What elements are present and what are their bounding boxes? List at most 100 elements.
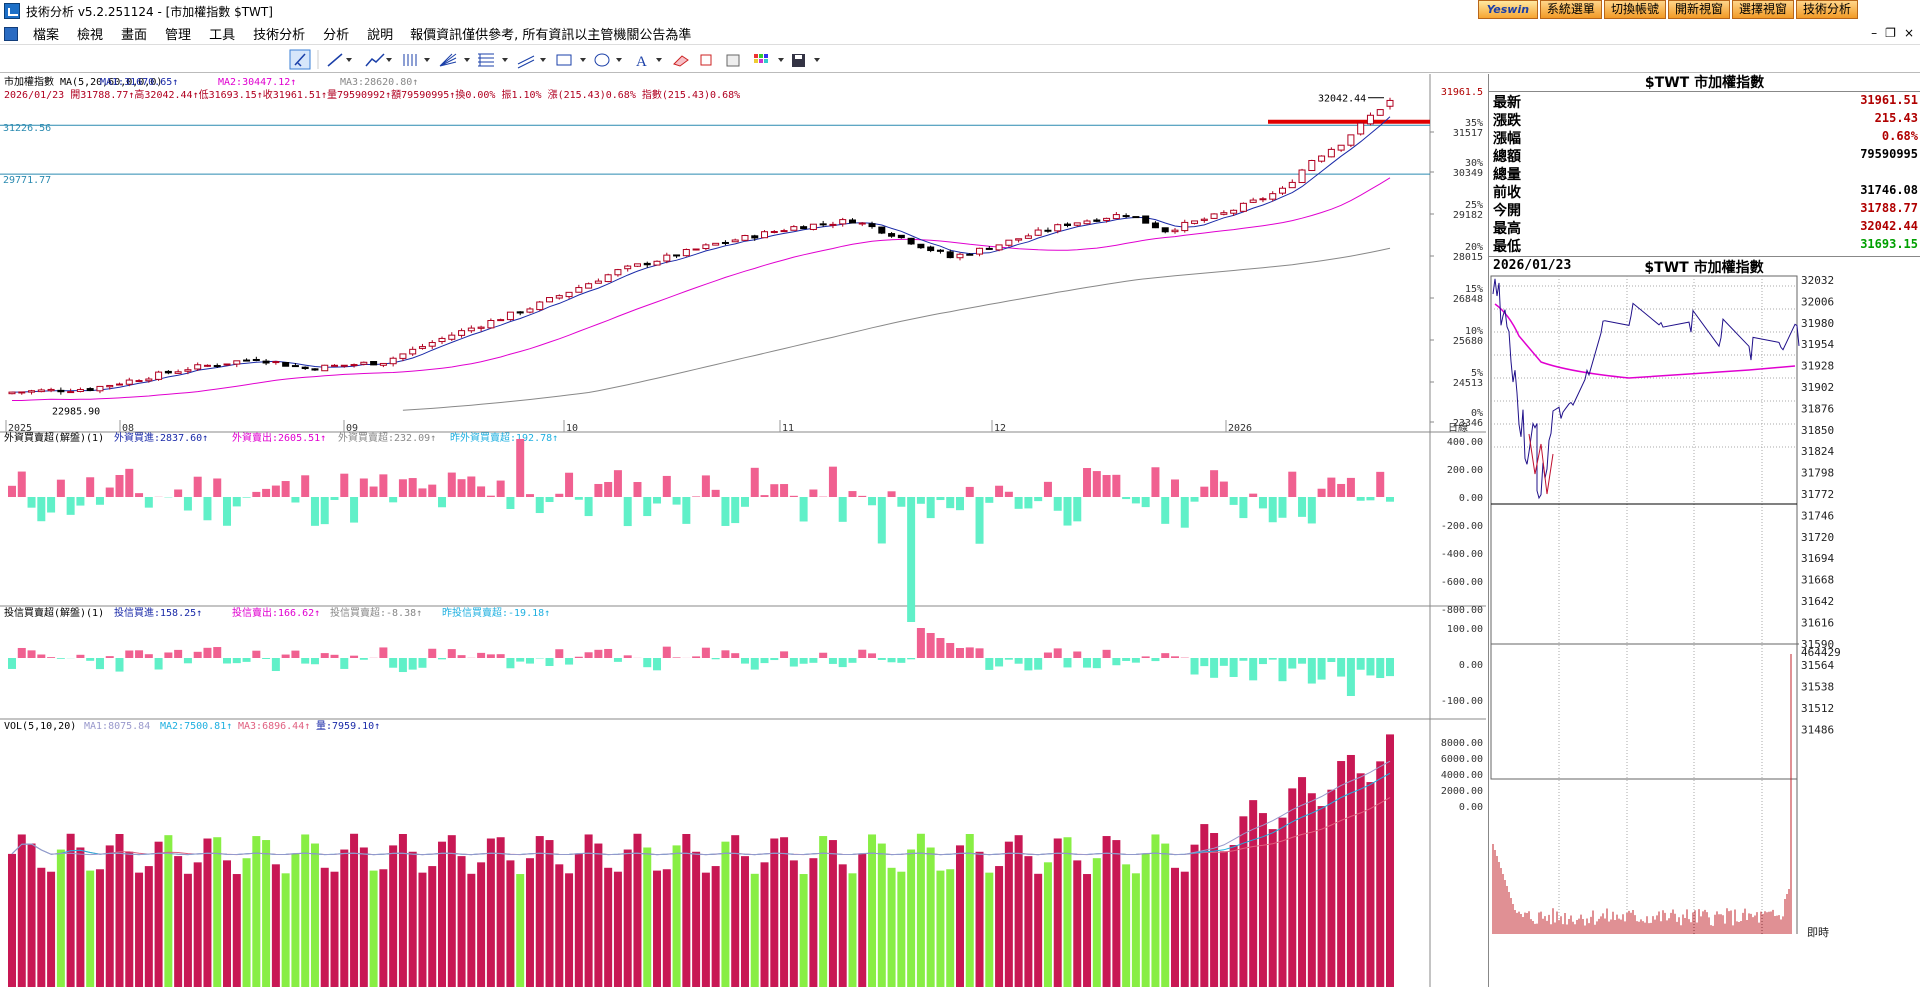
restore-icon[interactable]: ❐ xyxy=(1885,26,1896,40)
foreign-bar xyxy=(692,496,701,497)
candle-body xyxy=(360,361,368,365)
save-icon[interactable] xyxy=(792,54,805,67)
menu-view[interactable]: 檢視 xyxy=(77,28,104,43)
foreign-bar xyxy=(525,494,534,497)
foreign-tick: 200.00 xyxy=(1447,465,1483,476)
trust-bar xyxy=(1288,658,1297,669)
vol-bar xyxy=(672,845,681,987)
trust-bar xyxy=(271,658,280,672)
menu-manage[interactable]: 管理 xyxy=(165,28,192,43)
foreign-bar xyxy=(848,491,857,497)
foreign-bar xyxy=(320,497,329,525)
ma3-label: MA3:28620.80↑ xyxy=(340,77,418,88)
trust-bar xyxy=(408,658,417,670)
vol-bar xyxy=(310,843,319,987)
foreign-bar xyxy=(1034,497,1043,502)
foreign-bar xyxy=(770,484,779,497)
period-label: 日線 xyxy=(1448,421,1468,434)
document-icon[interactable] xyxy=(4,26,18,41)
vol-bar xyxy=(398,834,407,987)
new-window-button[interactable]: 開新視窗 xyxy=(1667,0,1730,19)
quote-row-volume: 總量 xyxy=(1489,164,1920,183)
close-icon[interactable]: × xyxy=(1903,26,1914,40)
foreign-bar xyxy=(125,468,134,497)
channel-icon[interactable] xyxy=(517,55,535,69)
candle-body xyxy=(116,383,124,386)
candle-body xyxy=(897,234,905,239)
chart-area[interactable]: 市加權指數 MA(5,20,60,0,0,0) MA1:31670.65↑ MA2… xyxy=(0,74,1486,987)
foreign-bar xyxy=(1151,467,1160,497)
vol-bar xyxy=(1239,816,1248,987)
menu-file[interactable]: 檔案 xyxy=(33,28,60,43)
vol-bar xyxy=(506,860,515,987)
candle-body xyxy=(731,239,739,243)
candle-body xyxy=(331,364,339,367)
trust-bar xyxy=(672,657,681,658)
yeswin-logo-button[interactable]: Yeswin xyxy=(1477,0,1538,19)
foreign-bar xyxy=(731,497,740,524)
vol-amount: 量:7959.10↑ xyxy=(316,720,380,732)
menu-technical[interactable]: 技術分析 xyxy=(253,28,306,43)
bars-icon[interactable] xyxy=(403,54,417,66)
copy-icon[interactable] xyxy=(700,54,712,66)
vol-bar xyxy=(1063,837,1072,987)
menu-help[interactable]: 說明 xyxy=(367,28,394,43)
vol-bar xyxy=(692,851,701,987)
erase-icon[interactable] xyxy=(673,55,689,67)
candle-body xyxy=(1298,169,1306,184)
minimize-icon[interactable]: – xyxy=(1871,26,1878,40)
vol-bar xyxy=(56,849,65,987)
foreign-bar xyxy=(291,497,300,503)
vol-bar xyxy=(1112,840,1121,987)
menu-tools[interactable]: 工具 xyxy=(209,28,236,43)
candle-body xyxy=(1181,221,1189,232)
fan-icon[interactable] xyxy=(439,53,457,67)
trust-bar xyxy=(1278,658,1287,682)
technical-analysis-button[interactable]: 技術分析 xyxy=(1795,0,1858,19)
trust-bar xyxy=(174,649,183,658)
line-icon[interactable] xyxy=(327,53,343,67)
candle-body xyxy=(145,378,153,382)
trust-tick: 0.00 xyxy=(1459,660,1483,671)
candle-body xyxy=(936,249,944,252)
trend-icon[interactable] xyxy=(365,53,385,67)
chart-canvas[interactable]: 市加權指數 MA(5,20,60,0,0,0) MA1:31670.65↑ MA2… xyxy=(0,74,1486,987)
candle-body xyxy=(57,389,65,393)
foreign-bar xyxy=(8,485,16,497)
quote-label: 最高 xyxy=(1493,221,1521,237)
candle-body xyxy=(868,223,876,228)
select-window-button[interactable]: 選擇視窗 xyxy=(1731,0,1794,19)
rect-icon[interactable] xyxy=(556,54,572,66)
menu-screen[interactable]: 畫面 xyxy=(121,28,148,43)
vol-bar xyxy=(1337,761,1346,987)
trust-bar xyxy=(809,658,818,663)
candle-body xyxy=(819,223,827,226)
fib-icon[interactable] xyxy=(478,53,494,67)
foreign-bar xyxy=(809,489,818,497)
menu-analysis[interactable]: 分析 xyxy=(323,28,350,43)
palette-icon[interactable] xyxy=(754,54,768,63)
intraday-chart[interactable]: 32032 32006 31980 31954 31928 31902 31876 31850… xyxy=(1489,274,1920,987)
ellipse-icon[interactable] xyxy=(594,53,610,67)
trust-prev: 昨投信買賣超:-19.18↑ xyxy=(442,606,550,619)
intraday-tick: 31538 xyxy=(1801,681,1834,694)
candle-body xyxy=(37,389,45,393)
text-icon[interactable]: A xyxy=(636,54,647,70)
foreign-bar xyxy=(584,497,593,517)
trust-bar xyxy=(76,654,85,658)
intraday-tick: 31616 xyxy=(1801,616,1834,629)
foreign-bar xyxy=(1307,497,1316,524)
top-button-bar: Yeswin 系統選單 切換帳號 開新視窗 選擇視窗 技術分析 xyxy=(1477,0,1858,19)
switch-account-button[interactable]: 切換帳號 xyxy=(1603,0,1666,19)
vol-bar xyxy=(418,872,427,987)
vol-bar xyxy=(203,838,212,987)
toolbar-dropdown-arrows[interactable] xyxy=(346,58,820,62)
candle-body xyxy=(223,363,231,366)
system-menu-button[interactable]: 系統選單 xyxy=(1539,0,1602,19)
vol-bar xyxy=(8,853,16,987)
foreign-bar xyxy=(877,497,886,544)
vol-bar xyxy=(535,836,544,987)
paste-icon[interactable] xyxy=(726,54,740,67)
candle-body xyxy=(721,241,729,244)
candle-body xyxy=(47,388,55,392)
